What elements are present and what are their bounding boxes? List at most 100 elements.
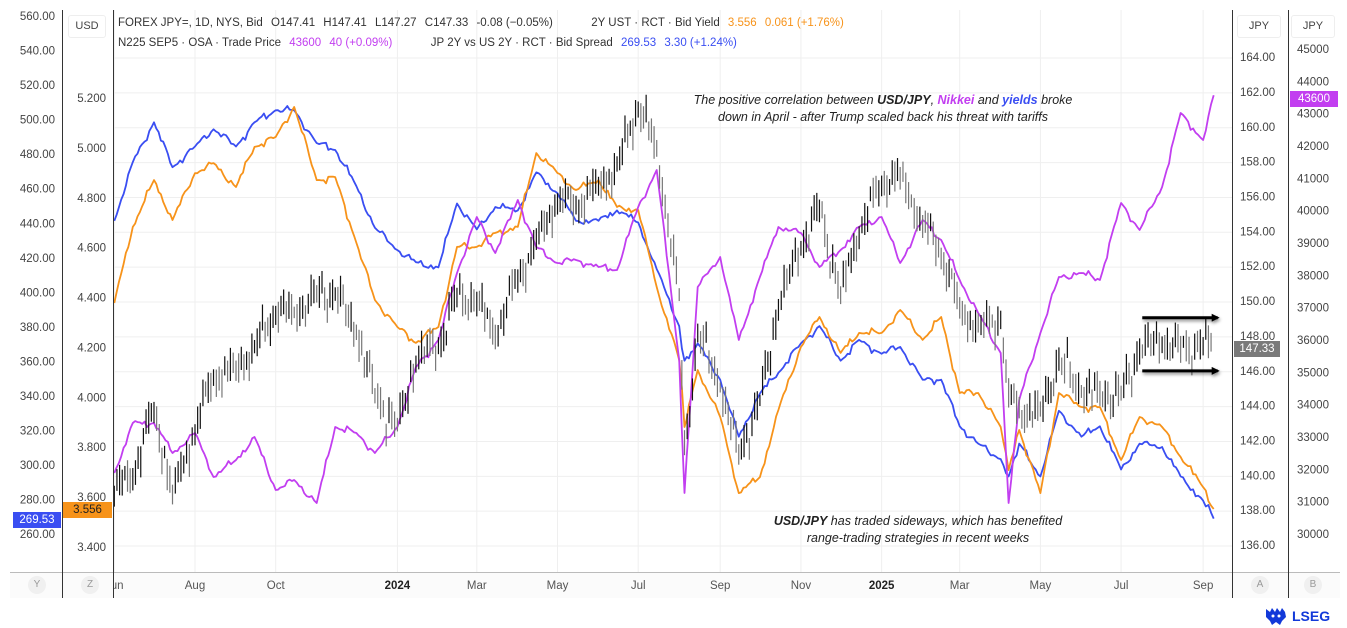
nikkei-axis-tick-label: 44000 [1297,76,1329,88]
legend-nikkei-change: 40 (+0.09%) [329,37,393,49]
nikkei-axis-tick-label: 38000 [1297,270,1329,282]
currency-jpy-button[interactable]: JPY [1237,15,1281,38]
series-line-yield [113,106,1215,510]
axis-y-button[interactable]: Y [28,576,46,594]
time-axis-tick-label: May [547,580,569,592]
annotation-text: has traded sideways, which has benefited [827,514,1063,528]
usdjpy-axis-tick-label: 140.00 [1240,470,1275,482]
legend-nikkei-name: N225 SEP5 · OSA · Trade Price [118,37,281,49]
yield-axis-tick-label: 4.400 [77,293,106,305]
series-line-nikkei [113,95,1215,504]
yield-axis-tick-label: 3.800 [77,442,106,454]
usdjpy-axis-tick-label: 152.00 [1240,261,1275,273]
axis-z-button[interactable]: Z [81,576,99,594]
spread-axis-tick-label: 300.00 [20,460,55,472]
usdjpy-axis-tick-label: 138.00 [1240,505,1275,517]
annotation-text: The positive correlation between [693,93,878,107]
nikkei-axis-tick-label: 37000 [1297,303,1329,315]
time-axis-tick-label: Oct [267,580,286,592]
legend-spread-value: 269.53 [620,37,657,49]
lseg-lion-icon [1266,608,1286,625]
time-axis-tick-label: Sep [1193,580,1213,592]
nikkei-axis-tick-label: 35000 [1297,367,1329,379]
spread-axis-tick-label: 440.00 [20,218,55,230]
yield-axis-tick-label: 4.800 [77,193,106,205]
annotation-range: USD/JPY has traded sideways, which has b… [758,513,1078,547]
currency-jpy-button-2[interactable]: JPY [1291,15,1335,38]
legend-spread-change: 3.30 (+1.24%) [664,37,737,49]
yield-axis-tick-label: 4.000 [77,392,106,404]
legend-open: O147.41 [270,17,316,29]
legend-spread-name: JP 2Y vs US 2Y · RCT · Bid Spread [430,37,613,49]
legend-yield-change: 0.061 (+1.76%) [764,17,844,29]
nikkei-axis-tick-label: 34000 [1297,400,1329,412]
nikkei-axis-tick-label: 41000 [1297,173,1329,185]
nikkei-axis-tick-label: 43000 [1297,109,1329,121]
currency-usd-button[interactable]: USD [68,15,106,38]
axis-b-button[interactable]: B [1304,576,1322,594]
spread-axis-tick-label: 320.00 [20,426,55,438]
axis-a-button[interactable]: A [1251,576,1269,594]
usdjpy-axis-tick-label: 156.00 [1240,191,1275,203]
time-axis-tick-label: Nov [791,580,812,592]
annotation-text: and [974,93,1003,107]
annotation-yields: yields [1002,93,1038,107]
nikkei-axis-tick-label: 39000 [1297,238,1329,250]
spread-axis-tick-label: 560.00 [20,11,55,23]
spread-axis-tick-label: 500.00 [20,115,55,127]
annotation-correlation: The positive correlation between USD/JPY… [693,92,1073,126]
legend-line-1: FOREX JPY=, 1D, NYS, Bid O147.41 H147.41… [118,17,849,29]
yield-last-value: 3.556 [63,502,112,518]
usdjpy-axis-tick-label: 142.00 [1240,435,1275,447]
spread-axis-tick-label: 460.00 [20,184,55,196]
lseg-logo: LSEG [1264,606,1330,626]
legend-usdjpy-name: FOREX JPY=, 1D, NYS, Bid [118,17,263,29]
spread-axis-tick-label: 280.00 [20,495,55,507]
usdjpy-last-value: 147.33 [1234,341,1280,357]
lseg-logo-text: LSEG [1292,608,1331,624]
legend-yield-value: 3.556 [727,17,757,29]
spread-axis-tick-label: 340.00 [20,391,55,403]
nikkei-axis-tick-label: 30000 [1297,529,1329,541]
yield-axis-tick-label: 4.600 [77,243,106,255]
time-axis-tick-label: Mar [950,580,970,592]
spread-axis-tick-label: 480.00 [20,149,55,161]
yield-axis-tick-label: 3.600 [77,492,106,504]
annotation-nikkei: Nikkei [937,93,975,107]
legend-high: H147.41 [323,17,367,29]
usdjpy-axis-tick-label: 146.00 [1240,366,1275,378]
time-axis-tick-label: Aug [185,580,205,592]
spread-axis-tick-label: 380.00 [20,322,55,334]
time-axis-labels: Jun Aug Oct 2024 Mar May Jul Sep Nov 2025 Mar May Ju… [114,580,1213,592]
yield-axis-tick-label: 4.200 [77,342,106,354]
spread-axis-tick-label: 400.00 [20,287,55,299]
annotation-line-2: down in April - after Trump scaled back … [718,110,1048,124]
nikkei-axis-tick-label: 31000 [1297,497,1329,509]
time-axis-tick-label: 2024 [385,580,411,592]
time-axis-tick-label: Sep [710,580,730,592]
legend-close: C147.33 [424,17,469,29]
nikkei-axis-tick-label: 33000 [1297,432,1329,444]
nikkei-axis-tick-label: 36000 [1297,335,1329,347]
spread-axis-tick-label: 420.00 [20,253,55,265]
nikkei-last-value: 43600 [1290,91,1338,107]
nikkei-axis-tick-label: 40000 [1297,206,1329,218]
legend-low: L147.27 [374,17,417,29]
series-ohlc-usdjpy [113,94,1212,507]
usdjpy-axis-tick-label: 160.00 [1240,122,1275,134]
time-axis-tick-label: Jul [631,580,646,592]
time-axis-tick-label: Mar [467,580,487,592]
usdjpy-axis-tick-label: 154.00 [1240,226,1275,238]
yield-axis-tick-label: 5.000 [77,143,106,155]
usdjpy-axis-tick-label: 150.00 [1240,296,1275,308]
range-box [1142,313,1220,375]
time-axis-tick-label: Jul [1114,580,1129,592]
annotation-text: broke [1037,93,1073,107]
legend-yield-name: 2Y UST · RCT · Bid Yield [591,17,720,29]
annotation-line-2: range-trading strategies in recent weeks [806,531,1030,545]
plot-area [113,94,1215,519]
legend-line-2: N225 SEP5 · OSA · Trade Price 43600 40 (… [118,37,742,49]
time-axis-tick-label: 2025 [869,580,895,592]
